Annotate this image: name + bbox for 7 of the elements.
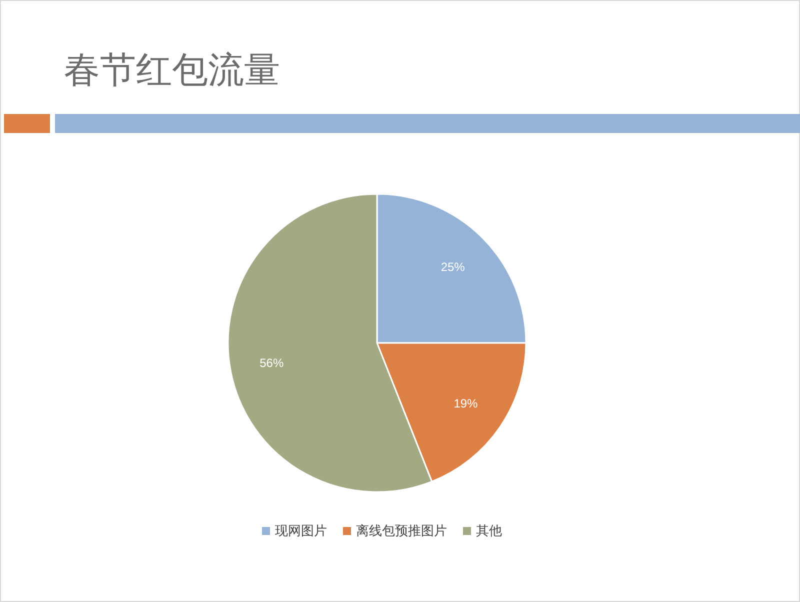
data-label: 56% <box>260 356 284 370</box>
data-label: 25% <box>440 260 466 274</box>
legend-label: 离线包预推图片 <box>356 523 447 538</box>
data-label: 19% <box>454 396 478 410</box>
legend-label: 其他 <box>476 523 502 538</box>
chart-title: 春节红包流量 <box>64 49 280 90</box>
legend-label: 现网图片 <box>275 523 327 538</box>
